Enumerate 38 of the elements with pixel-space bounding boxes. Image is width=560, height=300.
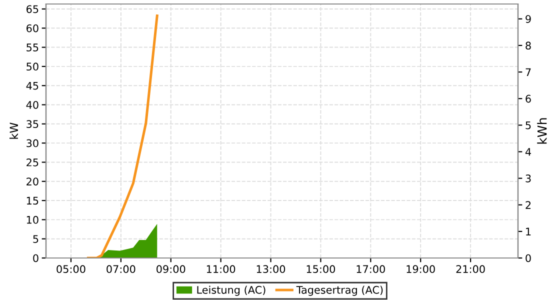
y-tick-label: 40 [26,100,38,109]
x-tick-label: 09:00 [156,265,186,274]
y-tick-label: 45 [26,82,38,90]
y2-tick-label: 2 [526,201,531,209]
y2-tick-label: 9 [526,15,531,23]
y-tick-label: 50 [26,62,38,71]
y2-tick-label: 0 [526,254,531,262]
y-tick-label: 55 [26,44,38,52]
x-tick-label: 05:00 [56,265,86,274]
y2-tick-label: 4 [525,148,531,156]
x-tick-label: 11:00 [206,265,236,274]
x-tick-label: 21:00 [456,265,485,274]
y2-tick-label: 5 [526,122,531,130]
y-tick-label: 35 [26,120,38,128]
y-tick-label: 30 [26,139,38,148]
y-tick-label: 65 [26,5,38,14]
x-tick-label: 13:00 [256,265,286,274]
x-tick-label: 19:00 [406,265,435,274]
y-tick-label: 20 [26,178,38,186]
y-tick-label: 25 [26,158,38,166]
x-tick-label: 07:00 [106,265,136,274]
y-axis-title: kW [9,122,18,139]
x-tick-label: 17:00 [356,265,385,274]
y2-tick-label: 3 [526,174,531,182]
y-tick-label: 0 [33,254,38,262]
legend-label: Leistung (AC) [197,286,266,296]
line-series [86,14,158,258]
y-tick-label: 15 [26,196,38,205]
y2-tick-label: 7 [526,68,531,76]
y2-axis-title: kWh [537,118,547,144]
y-tick-label: 60 [26,24,38,32]
legend-label: Tagesertrag (AC) [296,286,383,296]
y2-tick-label: 8 [526,42,531,50]
y-tick-label: 5 [33,235,38,243]
y2-tick-label: 1 [526,228,531,236]
y2-tick-label: 6 [526,94,531,103]
y-tick-label: 10 [26,216,38,224]
x-tick-label: 15:00 [306,265,336,274]
